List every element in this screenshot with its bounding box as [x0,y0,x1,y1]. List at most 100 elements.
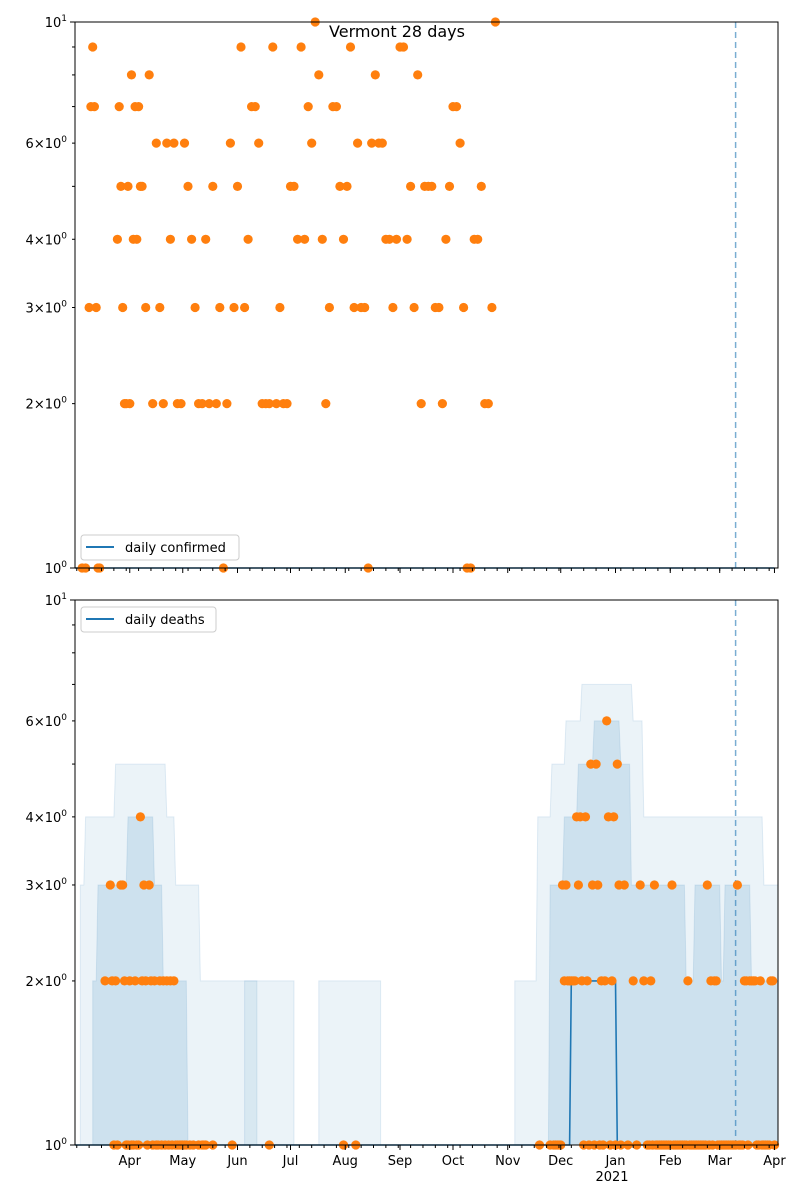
confirmed-data-point [282,399,292,409]
confirmed-data-point [483,399,493,409]
confirmed-data-point [377,138,387,148]
confirmed-data-point [187,234,197,244]
deaths-data-point [635,880,645,890]
confirmed-data-point [406,181,416,191]
deaths-x-tick-label: Aug [333,1154,358,1169]
confirmed-data-point [197,399,207,409]
confirmed-data-point [345,42,356,52]
confirmed-data-point [118,302,128,313]
deaths-data-point [561,880,571,890]
confirmed-data-point [236,42,246,52]
deaths-bands [79,683,779,1146]
confirmed-data-point [126,70,137,80]
confirmed-data-point [254,138,264,148]
confirmed-data-point [137,181,147,191]
x-year-label: 2021 [595,1170,628,1185]
deaths-x-tick-label: Apr [763,1154,786,1169]
confirmed-data-point [91,302,101,313]
confirmed-data-point [434,302,444,313]
deaths-x-tick-label: Mar [707,1154,732,1169]
confirmed-data-point [384,234,394,244]
confirmed-data-point [240,302,250,313]
confirmed-data-point [370,70,380,80]
confirmed-data-point [250,102,260,112]
confirmed-data-point [367,138,377,148]
confirmed-y-tick-label: 6×100 [26,135,68,152]
deaths-data-point [768,976,778,986]
deaths-data-point [711,976,721,986]
confirmed-data-point [155,302,165,313]
confirmed-data-point [360,302,370,313]
deaths-y-ticks: 100 2×100 3×100 4×100 6×100 101 [26,592,75,1154]
confirmed-data-point [151,138,161,148]
deaths-x-tick-label: Nov [495,1154,521,1169]
confirmed-data-point [141,302,151,313]
confirmed-data-point [148,399,158,409]
confirmed-data-point [89,102,99,112]
confirmed-data-point [459,302,469,313]
deaths-data-point [683,976,693,986]
deaths-data-point [593,880,603,890]
confirmed-data-point [84,302,94,313]
deaths-data-point [702,880,712,890]
deaths-data-point [607,976,617,986]
deaths-data-point [755,976,765,986]
confirmed-data-point [437,399,447,409]
deaths-y-tick-label: 2×100 [26,973,68,990]
confirmed-data-point [451,102,462,112]
deaths-data-point [135,812,145,822]
confirmed-data-point [271,399,281,409]
confirmed-data-point [211,399,221,409]
confirmed-data-point [473,234,483,244]
confirmed-data-point [300,234,310,244]
confirmed-data-point [388,302,398,313]
confirmed-data-point [416,399,426,409]
confirmed-x-ticks [76,568,775,573]
confirmed-data-point [225,138,235,148]
confirmed-data-point [88,42,98,52]
deaths-y-tick-label: 101 [45,592,67,609]
deaths-data-point [591,759,601,769]
confirmed-data-point [455,138,465,148]
confirmed-data-point [413,70,423,80]
confirmed-data-point [353,138,363,148]
confirmed-data-point [179,138,190,148]
deaths-data-point [732,880,743,890]
deaths-confidence-band [514,683,779,1146]
confirmed-plot-area [75,22,778,568]
confirmed-y-tick-label: 100 [45,560,68,577]
confirmed-data-point [229,302,239,313]
deaths-x-tick-label: May [169,1154,196,1169]
deaths-legend-label: daily deaths [125,613,205,628]
confirmed-data-point [307,138,317,148]
confirmed-data-point [176,399,186,409]
confirmed-data-point [268,42,278,52]
confirmed-data-point [349,302,359,313]
confirmed-legend: daily confirmed [80,534,240,561]
confirmed-legend-box [80,534,240,561]
confirmed-data-point [444,181,455,191]
deaths-data-point [111,976,121,986]
confirmed-data-point [293,234,303,244]
confirmed-data-point [243,234,253,244]
deaths-data-point [582,976,592,986]
deaths-data-point [612,759,622,769]
deaths-x-tick-label: Sep [388,1154,413,1169]
confirmed-data-point [476,181,486,191]
deaths-axes-frame [74,599,779,1146]
confirmed-data-point [222,399,232,409]
confirmed-data-point [391,234,402,244]
confirmed-data-point [317,234,327,244]
confirmed-data-point [335,181,345,191]
deaths-data-point [649,880,660,890]
confirmed-data-point [338,234,349,244]
deaths-data-point [169,976,179,986]
confirmed-data-point [208,181,218,191]
confirmed-data-point [487,302,497,313]
confirmed-data-point [289,181,299,191]
deaths-legend: daily deaths [80,606,217,633]
deaths-plot-area [75,600,778,1145]
confirmed-data-point [342,181,352,191]
confirmed-data-point [324,302,334,313]
